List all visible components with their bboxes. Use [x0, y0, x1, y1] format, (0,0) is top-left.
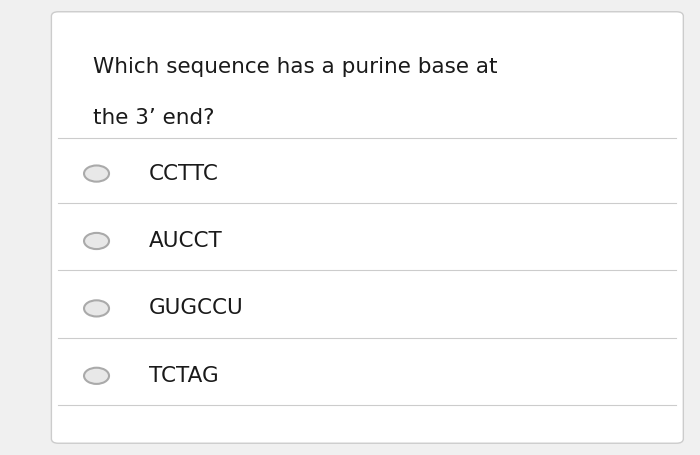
Text: AUCCT: AUCCT	[148, 231, 223, 251]
Circle shape	[84, 368, 109, 384]
Text: CCTTC: CCTTC	[148, 163, 218, 183]
Circle shape	[84, 300, 109, 317]
Text: TCTAG: TCTAG	[148, 366, 218, 386]
FancyBboxPatch shape	[51, 12, 683, 443]
Text: the 3’ end?: the 3’ end?	[93, 108, 215, 128]
Circle shape	[84, 233, 109, 249]
Text: GUGCCU: GUGCCU	[148, 298, 244, 318]
Circle shape	[84, 166, 109, 182]
Text: Which sequence has a purine base at: Which sequence has a purine base at	[93, 57, 498, 77]
